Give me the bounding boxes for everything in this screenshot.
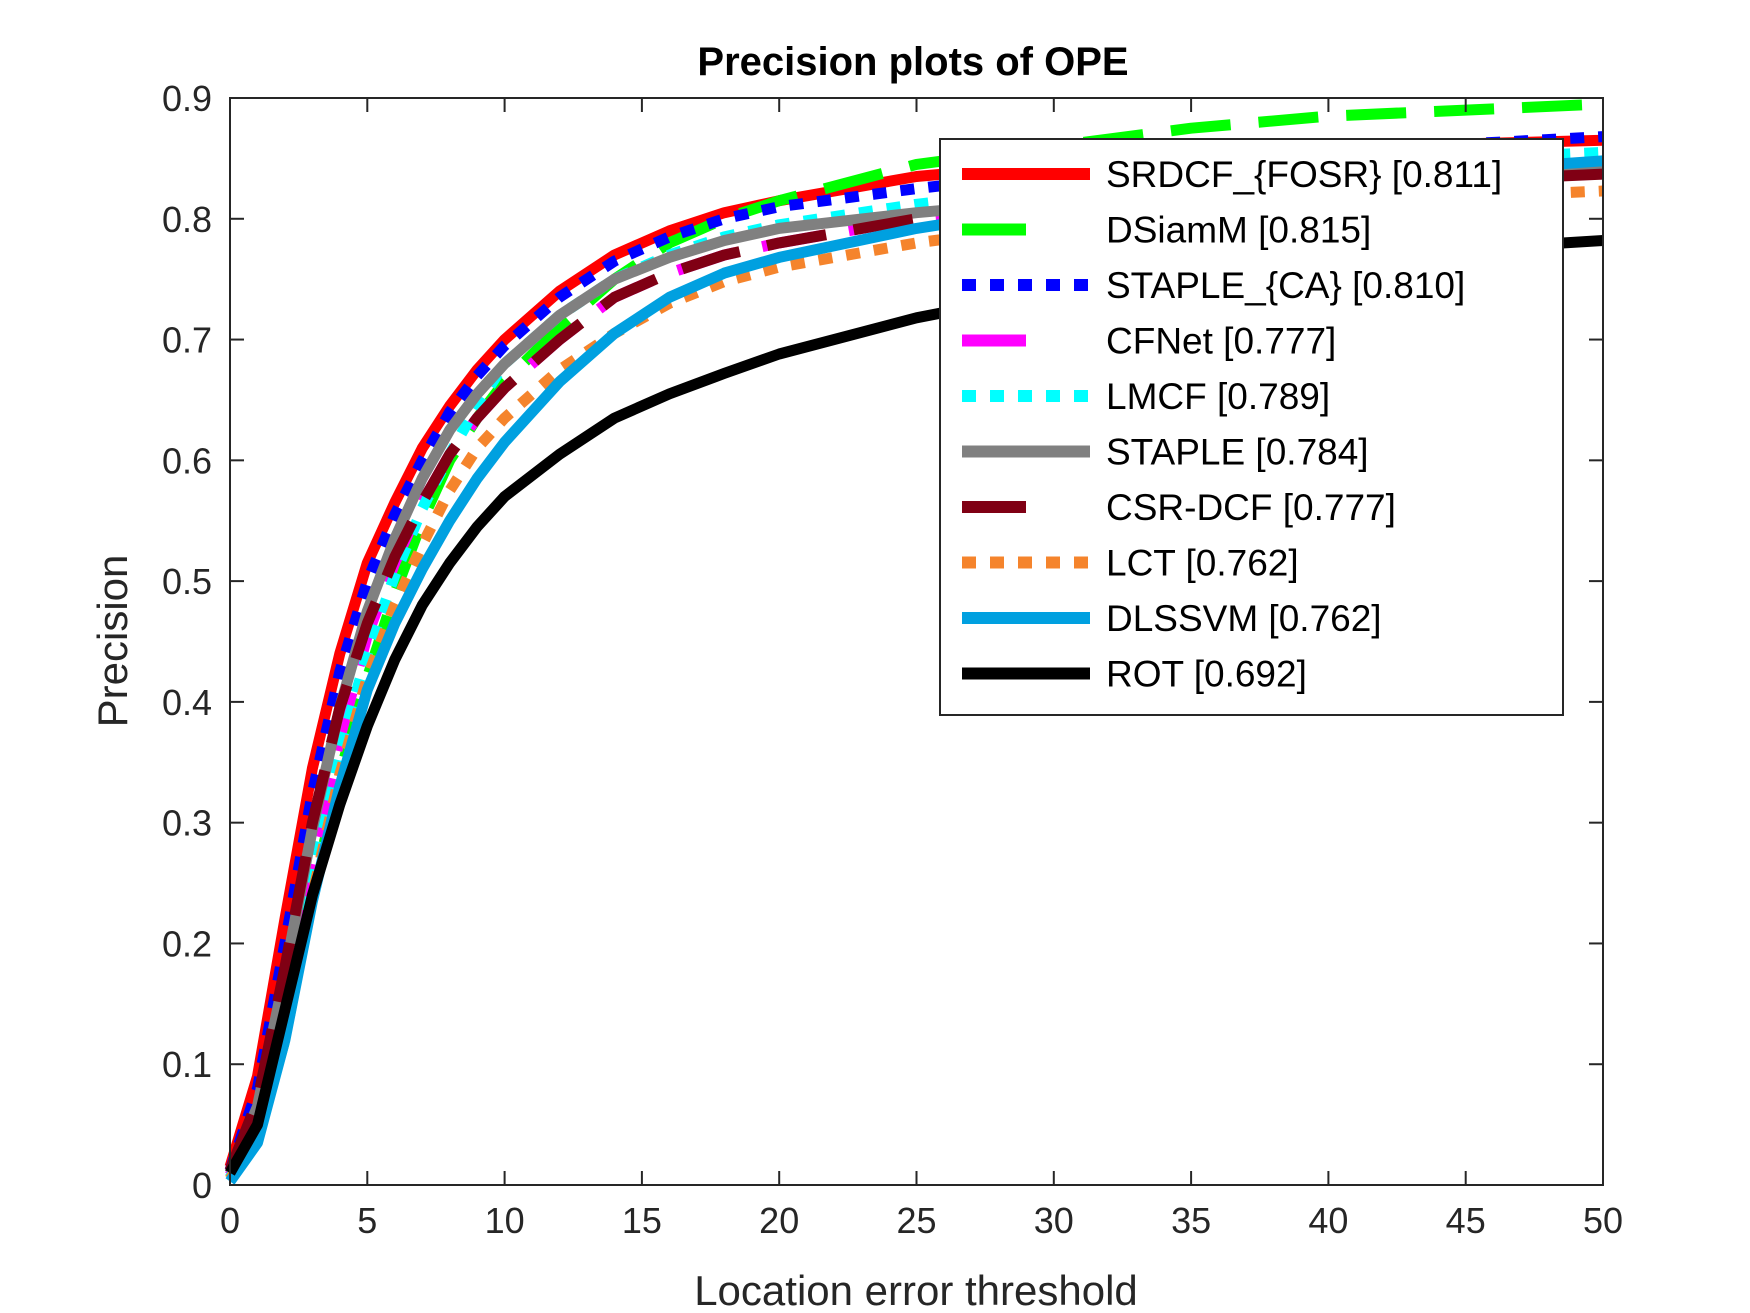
x-tick-label: 10: [485, 1200, 525, 1241]
legend-label-4: CFNet [0.777]: [1106, 321, 1336, 362]
legend-label-1: SRDCF_{FOSR} [0.811]: [1106, 154, 1502, 195]
y-tick-label: 0.4: [162, 682, 212, 723]
legend-label-10: ROT [0.692]: [1106, 654, 1307, 695]
chart-title: Precision plots of OPE: [697, 40, 1128, 84]
y-tick-label: 0.3: [162, 803, 212, 844]
legend-label-8: LCT [0.762]: [1106, 543, 1299, 584]
y-tick-label: 0.2: [162, 923, 212, 964]
x-tick-label: 20: [759, 1200, 799, 1241]
x-tick-label: 15: [622, 1200, 662, 1241]
x-tick-label: 30: [1034, 1200, 1074, 1241]
y-tick-label: 0.7: [162, 320, 212, 361]
axis-ticks: 0 5 10 15 20 25 30 35 40 45 50 0 0.1 0.2 0.3 0.4 0.5 0.6 0…: [162, 78, 1623, 1241]
y-axis-label: Precision: [89, 555, 136, 728]
legend-label-2: DSiamM [0.815]: [1106, 210, 1371, 251]
legend-label-6: STAPLE [0.784]: [1106, 432, 1369, 473]
x-tick-label: 5: [357, 1200, 377, 1241]
legend: SRDCF_{FOSR} [0.811] DSiamM [0.815] STAPLE…: [939, 138, 1564, 716]
series-line-3: [224, 131, 1604, 1173]
x-axis-label: Location error threshold: [694, 1267, 1138, 1313]
legend-label-7: CSR-DCF [0.777]: [1106, 487, 1396, 528]
legend-label-3: STAPLE_{CA} [0.810]: [1106, 265, 1465, 306]
legend-label-9: DLSSVM [0.762]: [1106, 598, 1382, 639]
y-tick-label: 0.9: [162, 78, 212, 119]
x-tick-label: 25: [896, 1200, 936, 1241]
x-tick-label: 40: [1308, 1200, 1348, 1241]
y-tick-label: 0.5: [162, 561, 212, 602]
y-tick-label: 0.6: [162, 440, 212, 481]
y-tick-label: 0.1: [162, 1044, 212, 1085]
x-tick-label: 35: [1171, 1200, 1211, 1241]
y-tick-label: 0: [192, 1165, 212, 1206]
x-tick-label: 50: [1583, 1200, 1623, 1241]
y-tick-label: 0.8: [162, 199, 212, 240]
x-tick-label: 45: [1446, 1200, 1486, 1241]
x-tick-label: 0: [220, 1200, 240, 1241]
legend-entries: SRDCF_{FOSR} [0.811] DSiamM [0.815] STAPLE…: [962, 154, 1502, 695]
legend-label-5: LMCF [0.789]: [1106, 376, 1330, 417]
